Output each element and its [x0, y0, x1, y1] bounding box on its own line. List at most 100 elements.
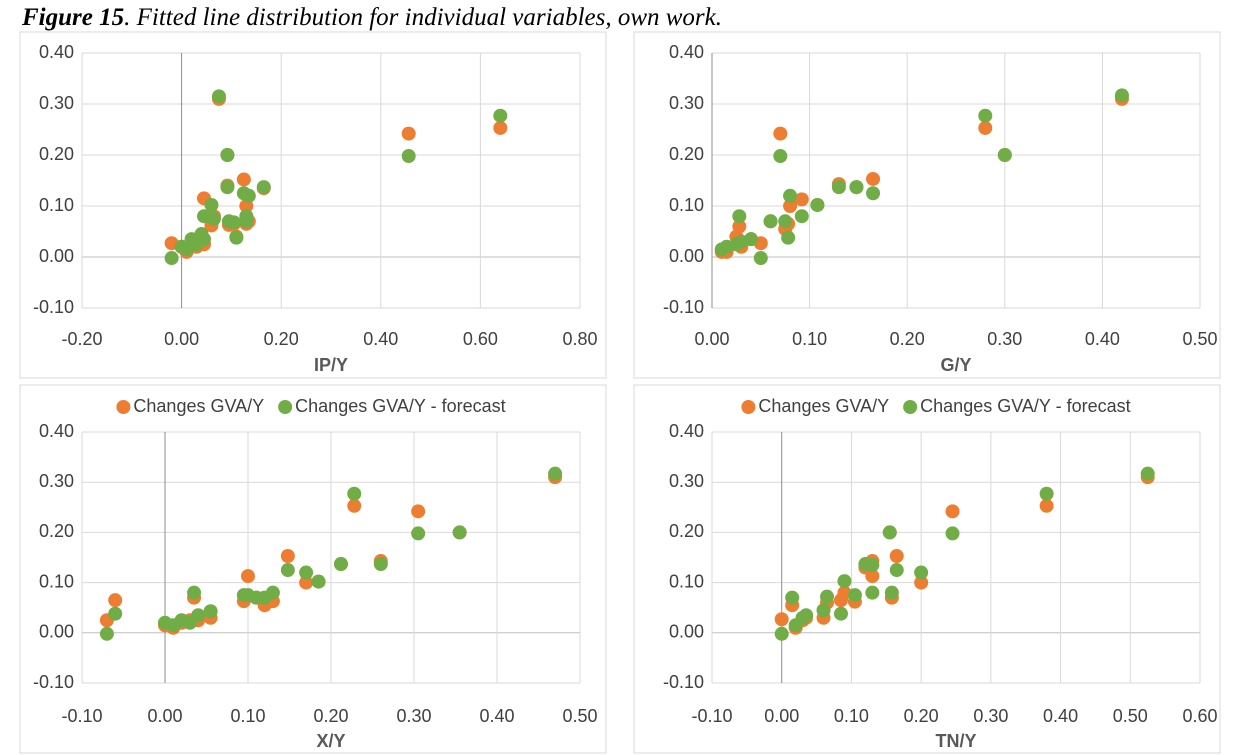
point	[1140, 466, 1155, 481]
y-tick-label: 0.00	[39, 246, 74, 266]
x-tick-label: -0.10	[61, 706, 102, 726]
point	[865, 569, 880, 584]
point	[978, 120, 993, 135]
legend-label: Changes GVA/Y - forecast	[920, 396, 1130, 416]
x-tick-label: 0.00	[164, 329, 199, 349]
point	[333, 557, 348, 572]
point	[866, 171, 881, 186]
point	[783, 188, 798, 203]
legend-label: Changes GVA/Y	[758, 396, 889, 416]
chart-panel: -0.10 0.00 0.10 0.20 0.30 0.40 -0.10 0.00 0.10 0.…	[633, 384, 1221, 754]
point	[732, 209, 747, 224]
point	[108, 593, 123, 608]
y-tick-label: 0.10	[669, 195, 704, 215]
point	[256, 180, 271, 195]
point	[204, 197, 219, 212]
legend-marker	[116, 400, 131, 414]
point	[373, 557, 388, 572]
point	[493, 120, 508, 135]
y-tick-label: 0.40	[39, 42, 74, 62]
x-axis-label: G/Y	[940, 355, 971, 375]
point	[882, 525, 897, 540]
x-tick-label: 0.20	[904, 706, 939, 726]
point	[241, 188, 256, 203]
y-tick-label: 0.10	[39, 571, 74, 591]
point	[493, 108, 508, 123]
point	[239, 214, 254, 229]
point	[763, 214, 778, 229]
x-tick-label: 0.30	[973, 706, 1008, 726]
point	[280, 548, 295, 563]
point	[229, 230, 244, 245]
point	[837, 574, 852, 589]
panel-border	[19, 31, 607, 379]
point	[865, 585, 880, 600]
point	[866, 186, 881, 201]
point	[785, 590, 800, 605]
legend-label: Changes GVA/Y	[133, 396, 264, 416]
y-tick-label: -0.10	[663, 297, 704, 317]
point	[753, 251, 768, 266]
point	[203, 604, 218, 619]
point	[164, 251, 179, 266]
point	[411, 526, 426, 541]
point	[945, 504, 960, 519]
point	[837, 585, 852, 600]
point	[299, 575, 314, 590]
point	[311, 574, 326, 589]
point	[220, 180, 235, 195]
y-tick-label: 0.20	[39, 521, 74, 541]
point	[799, 608, 814, 623]
point	[744, 232, 759, 247]
point	[773, 149, 788, 164]
point	[978, 108, 993, 123]
point	[794, 209, 809, 224]
x-tick-label: 0.60	[463, 329, 498, 349]
y-tick-label: 0.20	[669, 144, 704, 164]
point	[347, 498, 362, 513]
y-tick-label: 0.30	[669, 93, 704, 113]
y-tick-label: 0.10	[39, 195, 74, 215]
y-tick-label: 0.30	[39, 93, 74, 113]
point	[220, 148, 235, 162]
chart-panel: -0.10 0.00 0.10 0.20 0.30 0.40 -0.20 0.00 0.20 0.…	[19, 31, 607, 379]
figure-caption: Figure 15. Fitted line distribution for …	[22, 4, 722, 32]
panel-border	[633, 31, 1221, 379]
point	[280, 563, 295, 578]
x-tick-label: 0.20	[890, 329, 925, 349]
x-tick-label: 0.60	[1182, 706, 1217, 726]
point	[265, 585, 280, 600]
y-tick-label: -0.10	[33, 672, 74, 692]
y-tick-label: -0.10	[663, 672, 704, 692]
chart-panel: -0.10 0.00 0.10 0.20 0.30 0.40 -0.10 0.00 0.10 0.…	[19, 384, 607, 754]
panel-border	[19, 384, 607, 754]
x-tick-label: 0.40	[363, 329, 398, 349]
point	[945, 526, 960, 541]
figure-label: Figure 15	[22, 4, 125, 31]
point	[226, 215, 241, 230]
legend-marker	[741, 400, 756, 414]
point	[783, 199, 798, 213]
x-tick-label: 0.10	[230, 706, 265, 726]
x-tick-label: 0.40	[479, 706, 514, 726]
y-tick-label: 0.00	[39, 622, 74, 642]
point	[347, 486, 362, 501]
point	[1039, 498, 1054, 513]
y-tick-label: 0.40	[39, 421, 74, 441]
point	[211, 89, 226, 104]
x-tick-label: 0.40	[1043, 706, 1078, 726]
point	[411, 504, 426, 519]
point	[794, 192, 809, 207]
x-tick-label: 0.10	[792, 329, 827, 349]
x-tick-label: 0.50	[1182, 329, 1217, 349]
point	[241, 569, 255, 584]
y-tick-label: 0.00	[669, 622, 704, 642]
y-tick-label: 0.40	[669, 42, 704, 62]
legend-label: Changes GVA/Y - forecast	[295, 396, 505, 416]
x-tick-label: 0.80	[562, 329, 597, 349]
point	[1039, 486, 1054, 501]
x-tick-label: 0.20	[313, 706, 348, 726]
x-axis-label: IP/Y	[314, 355, 348, 375]
point	[187, 585, 202, 600]
